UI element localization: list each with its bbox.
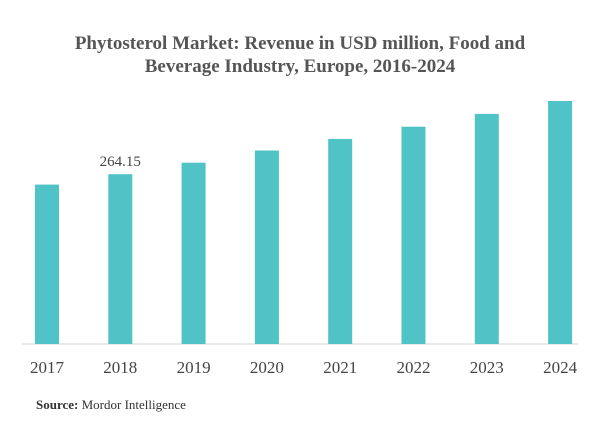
source-label: Source: <box>36 397 79 412</box>
x-tick-label-2017: 2017 <box>30 358 65 377</box>
chart-title-line-2: Beverage Industry, Europe, 2016-2024 <box>144 56 456 77</box>
bar-2024 <box>548 101 573 344</box>
bar-2018 <box>108 174 133 344</box>
source-note: Source: Mordor Intelligence <box>36 397 186 413</box>
x-tick-label-2024: 2024 <box>543 358 578 377</box>
bar-2023 <box>474 113 499 345</box>
bars-group <box>35 101 573 345</box>
bar-2022 <box>401 126 426 344</box>
bar-2020 <box>254 150 279 344</box>
x-tick-label-2020: 2020 <box>250 358 284 377</box>
bar-2019 <box>181 162 206 344</box>
x-tick-label-2018: 2018 <box>103 358 137 377</box>
labels-group: 2017 2018 2019 2020 2021 2022 2023 2024 264.15 <box>30 154 578 377</box>
x-tick-label-2022: 2022 <box>397 358 431 377</box>
chart-title: Phytosterol Market: Revenue in USD milli… <box>0 32 600 78</box>
x-tick-label-2021: 2021 <box>323 358 357 377</box>
x-tick-label-2019: 2019 <box>177 358 211 377</box>
chart-title-line-1: Phytosterol Market: Revenue in USD milli… <box>74 33 526 54</box>
data-label-2018: 264.15 <box>100 154 141 170</box>
source-value: Mordor Intelligence <box>81 397 186 412</box>
bar-2017 <box>35 184 59 344</box>
bar-2021 <box>328 138 353 344</box>
x-tick-label-2023: 2023 <box>470 358 504 377</box>
